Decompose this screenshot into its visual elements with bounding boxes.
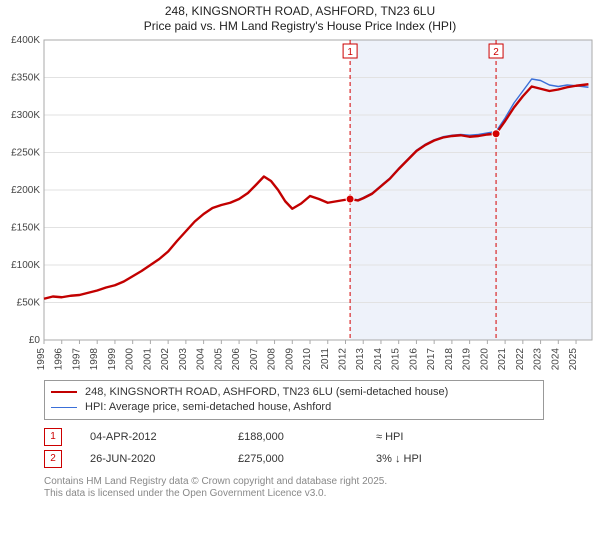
- svg-text:2017: 2017: [426, 348, 437, 371]
- svg-text:2014: 2014: [373, 348, 384, 371]
- sale-diff: 3% ↓ HPI: [376, 453, 496, 465]
- footer: Contains HM Land Registry data © Crown c…: [44, 476, 600, 501]
- svg-text:2015: 2015: [391, 348, 402, 371]
- svg-text:2013: 2013: [355, 348, 366, 371]
- svg-text:2012: 2012: [337, 348, 348, 371]
- sale-date: 26-JUN-2020: [90, 453, 210, 465]
- svg-text:1: 1: [347, 47, 353, 58]
- svg-text:2022: 2022: [515, 348, 526, 371]
- svg-text:1997: 1997: [71, 348, 82, 371]
- legend-label: HPI: Average price, semi-detached house,…: [85, 400, 331, 415]
- svg-text:2024: 2024: [550, 348, 561, 371]
- svg-text:2007: 2007: [249, 348, 260, 371]
- title-line-2: Price paid vs. HM Land Registry's House …: [0, 19, 600, 34]
- svg-text:2018: 2018: [444, 348, 455, 371]
- svg-text:£0: £0: [29, 335, 41, 346]
- svg-text:£100K: £100K: [11, 260, 40, 271]
- sale-row: 1 04-APR-2012 £188,000 ≈ HPI: [44, 426, 564, 448]
- svg-text:2021: 2021: [497, 348, 508, 371]
- svg-text:2023: 2023: [533, 348, 544, 371]
- legend-swatch: [51, 391, 77, 393]
- svg-text:2020: 2020: [479, 348, 490, 371]
- sale-dot: [346, 195, 354, 203]
- svg-text:£200K: £200K: [11, 185, 40, 196]
- svg-text:2006: 2006: [231, 348, 242, 371]
- svg-text:2005: 2005: [213, 348, 224, 371]
- title-line-1: 248, KINGSNORTH ROAD, ASHFORD, TN23 6LU: [0, 4, 600, 19]
- sale-price: £188,000: [238, 431, 348, 443]
- legend-item: HPI: Average price, semi-detached house,…: [51, 400, 537, 415]
- sale-price: £275,000: [238, 453, 348, 465]
- svg-text:2009: 2009: [284, 348, 295, 371]
- svg-text:1998: 1998: [89, 348, 100, 371]
- sale-marker-badge: 1: [44, 428, 62, 446]
- sale-diff: ≈ HPI: [376, 431, 496, 443]
- svg-text:£350K: £350K: [11, 73, 40, 84]
- svg-text:2000: 2000: [125, 348, 136, 371]
- svg-text:2011: 2011: [320, 348, 331, 370]
- svg-text:2019: 2019: [462, 348, 473, 371]
- price-chart: £0 £50K £100K £150K £200K £250K £300K £350K £400…: [0, 34, 600, 374]
- sales-table: 1 04-APR-2012 £188,000 ≈ HPI 2 26-JUN-2020 £27…: [44, 426, 564, 470]
- svg-text:£250K: £250K: [11, 148, 40, 159]
- footer-line-2: This data is licensed under the Open Gov…: [44, 488, 600, 501]
- svg-text:2025: 2025: [568, 348, 579, 371]
- svg-text:2002: 2002: [160, 348, 171, 371]
- svg-text:2: 2: [493, 47, 499, 58]
- sale-date: 04-APR-2012: [90, 431, 210, 443]
- svg-text:1996: 1996: [54, 348, 65, 371]
- sale-marker-badge: 2: [44, 450, 62, 468]
- legend-swatch: [51, 407, 77, 408]
- svg-text:2004: 2004: [196, 348, 207, 371]
- sale-dot: [492, 130, 500, 138]
- chart-container: £0 £50K £100K £150K £200K £250K £300K £350K £400…: [0, 34, 600, 374]
- svg-text:1995: 1995: [36, 348, 47, 371]
- svg-text:2008: 2008: [267, 348, 278, 371]
- svg-text:2016: 2016: [408, 348, 419, 371]
- svg-text:1999: 1999: [107, 348, 118, 371]
- legend-item: 248, KINGSNORTH ROAD, ASHFORD, TN23 6LU …: [51, 385, 537, 400]
- svg-text:£50K: £50K: [17, 298, 41, 309]
- legend-label: 248, KINGSNORTH ROAD, ASHFORD, TN23 6LU …: [85, 385, 448, 400]
- svg-text:£150K: £150K: [11, 223, 40, 234]
- sale-row: 2 26-JUN-2020 £275,000 3% ↓ HPI: [44, 448, 564, 470]
- footer-line-1: Contains HM Land Registry data © Crown c…: [44, 476, 600, 489]
- svg-text:2001: 2001: [142, 348, 153, 371]
- svg-text:2003: 2003: [178, 348, 189, 371]
- chart-title-block: 248, KINGSNORTH ROAD, ASHFORD, TN23 6LU …: [0, 0, 600, 34]
- svg-text:£300K: £300K: [11, 110, 40, 121]
- legend: 248, KINGSNORTH ROAD, ASHFORD, TN23 6LU …: [44, 380, 544, 420]
- svg-text:£400K: £400K: [11, 35, 40, 46]
- svg-text:2010: 2010: [302, 348, 313, 371]
